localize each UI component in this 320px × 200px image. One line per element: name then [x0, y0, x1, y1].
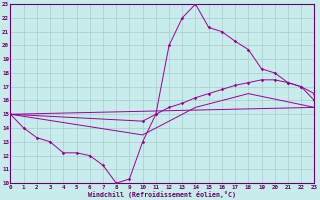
X-axis label: Windchill (Refroidissement éolien,°C): Windchill (Refroidissement éolien,°C) [88, 191, 236, 198]
